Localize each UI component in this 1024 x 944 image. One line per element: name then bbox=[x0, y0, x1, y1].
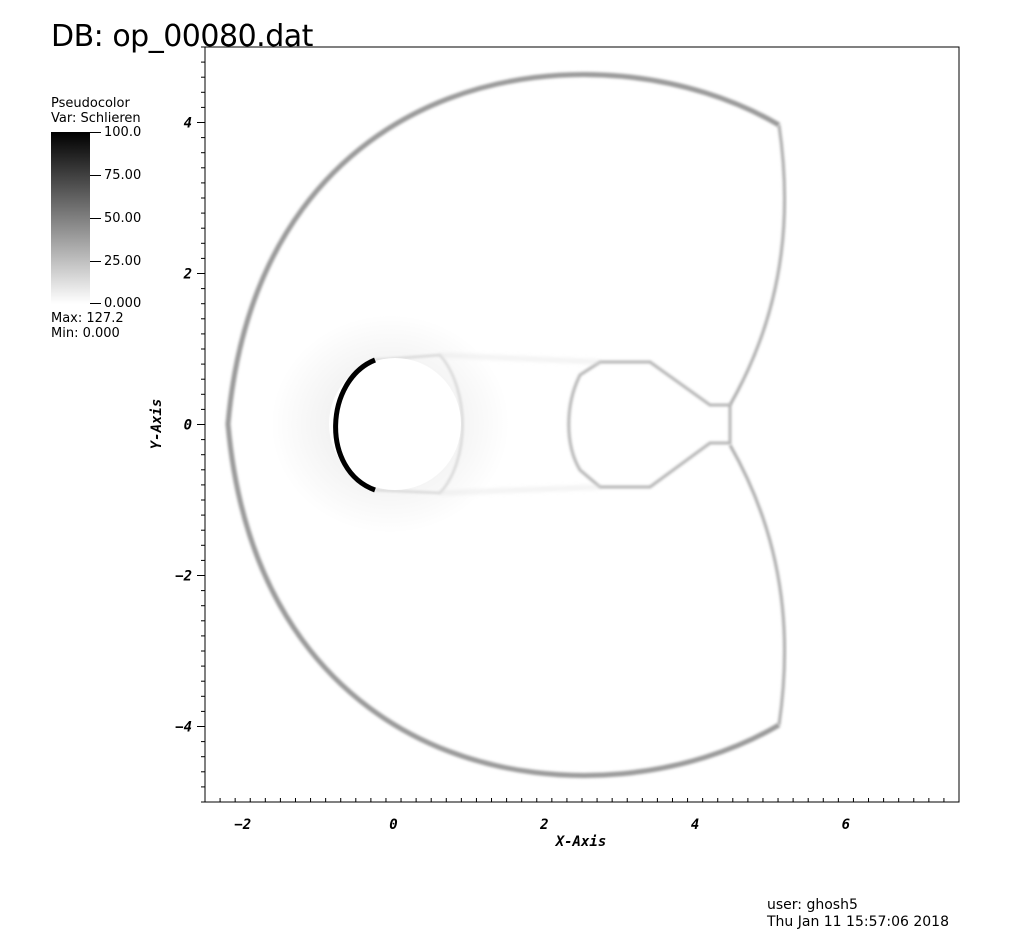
colorbar-tick bbox=[90, 261, 101, 262]
cylinder-wake-boundary bbox=[374, 353, 464, 495]
footer-user: user: ghosh5 bbox=[767, 897, 858, 913]
reflected-shock-lower bbox=[728, 444, 787, 726]
y-tick-label: −2 bbox=[175, 569, 192, 585]
reflected-shock-upper bbox=[728, 124, 787, 406]
colorbar-tick bbox=[90, 132, 101, 133]
legend-min: Min: 0.000 bbox=[51, 326, 120, 341]
x-tick-label: 4 bbox=[691, 817, 699, 833]
colorbar-label-min: 0.000 bbox=[104, 296, 142, 311]
colorbar-label: 50.00 bbox=[104, 211, 142, 226]
y-tick-label: 0 bbox=[184, 418, 192, 434]
wake-shock bbox=[567, 360, 732, 489]
y-axis-ticks: −4 −2 0 2 4 bbox=[175, 46, 205, 803]
colorbar-tick bbox=[90, 218, 101, 219]
colorbar-label-max: 100.0 bbox=[104, 125, 142, 140]
legend-plot-type: Pseudocolor bbox=[51, 96, 130, 111]
x-axis-label: X-Axis bbox=[555, 834, 607, 850]
x-tick-label: 2 bbox=[539, 817, 548, 833]
colorbar-tick bbox=[90, 303, 101, 304]
x-tick-label: 6 bbox=[842, 817, 850, 833]
x-tick-label: −2 bbox=[234, 817, 251, 833]
y-tick-label: 4 bbox=[184, 116, 192, 132]
y-tick-label: −4 bbox=[175, 720, 192, 736]
cylinder-front-shock bbox=[333, 357, 377, 493]
bow-shock bbox=[225, 72, 781, 778]
x-tick-label: 0 bbox=[389, 817, 397, 833]
legend-max: Max: 127.2 bbox=[51, 311, 124, 326]
legend-variable: Var: Schlieren bbox=[51, 111, 141, 126]
schlieren-field bbox=[225, 47, 787, 802]
y-axis-label: Y-Axis bbox=[149, 399, 165, 450]
colorbar-tick bbox=[90, 175, 101, 176]
cylinder-body bbox=[329, 358, 461, 490]
colorbar-label: 25.00 bbox=[104, 254, 142, 269]
shear-layer bbox=[439, 354, 601, 494]
footer-timestamp: Thu Jan 11 15:57:06 2018 bbox=[767, 914, 949, 930]
colorbar-label: 75.00 bbox=[104, 168, 142, 183]
y-tick-label: 2 bbox=[183, 267, 192, 283]
x-axis-ticks: −2 0 2 4 6 bbox=[204, 798, 960, 833]
colorbar bbox=[51, 132, 90, 304]
